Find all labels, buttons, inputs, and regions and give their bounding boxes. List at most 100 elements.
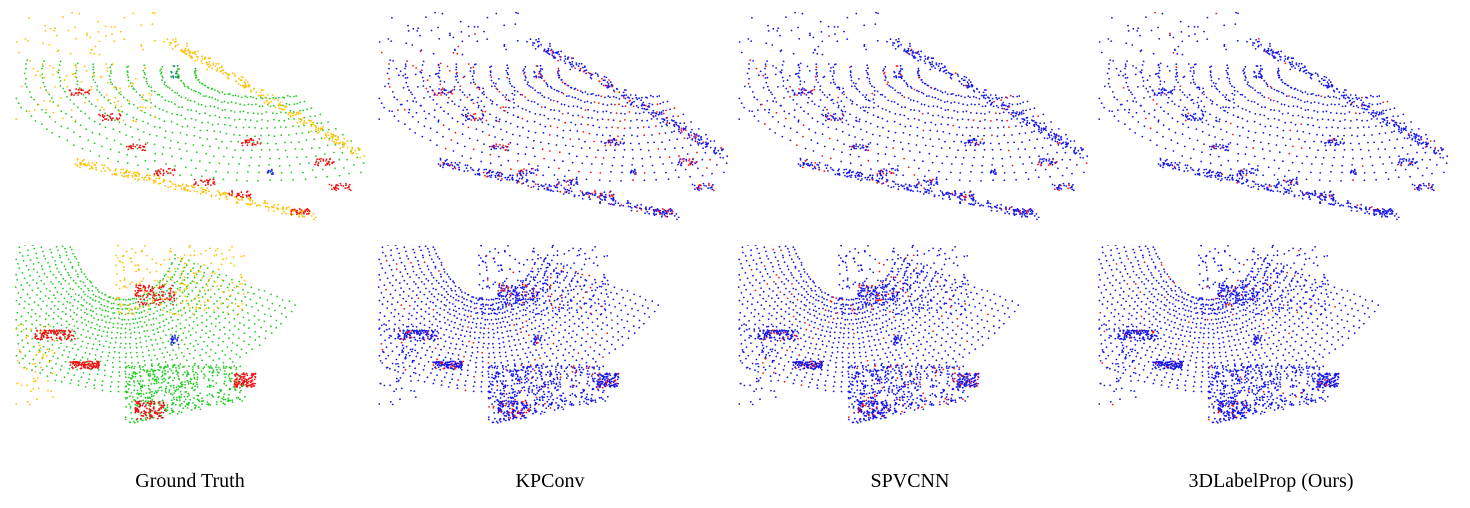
lidar-point <box>473 70 475 72</box>
lidar-point <box>912 55 915 58</box>
lidar-point <box>1378 95 1381 97</box>
lidar-point <box>653 171 656 174</box>
lidar-point <box>337 138 340 141</box>
lidar-point <box>1192 102 1195 105</box>
lidar-point <box>456 163 458 166</box>
lidar-point <box>295 132 298 135</box>
lidar-point <box>278 96 280 99</box>
lidar-point <box>570 180 573 183</box>
lidar-point <box>211 123 214 126</box>
lidar-point <box>691 138 693 141</box>
lidar-point <box>477 169 479 172</box>
lidar-point <box>866 111 869 114</box>
lidar-point <box>853 146 855 149</box>
lidar-point <box>320 137 323 139</box>
lidar-point <box>563 82 566 85</box>
lidar-point <box>348 188 351 191</box>
lidar-point <box>1080 146 1082 149</box>
lidar-point <box>831 75 834 78</box>
lidar-point <box>88 164 91 167</box>
lidar-point <box>549 85 552 88</box>
lidar-point <box>131 136 133 138</box>
lidar-point <box>161 153 164 156</box>
lidar-point <box>884 79 886 82</box>
lidar-point <box>143 76 146 79</box>
lidar-point <box>185 184 188 186</box>
lidar-point <box>1329 96 1331 99</box>
lidar-point <box>487 123 490 126</box>
lidar-point <box>288 164 291 167</box>
lidar-point <box>500 128 502 131</box>
lidar-point <box>930 183 932 186</box>
lidar-point <box>213 105 216 108</box>
lidar-point <box>246 180 248 182</box>
lidar-point <box>849 153 852 156</box>
lidar-point <box>838 172 841 175</box>
lidar-point <box>533 75 536 78</box>
lidar-point <box>1021 208 1024 210</box>
lidar-point <box>933 184 935 187</box>
lidar-point <box>1233 102 1235 104</box>
lidar-point <box>48 93 51 96</box>
lidar-point <box>1046 137 1049 140</box>
lidar-point <box>904 106 906 109</box>
lidar-point <box>1264 106 1266 109</box>
lidar-point <box>977 135 979 138</box>
lidar-point <box>102 167 105 170</box>
lidar-point <box>569 86 572 89</box>
lidar-point <box>183 83 186 86</box>
lidar-point <box>898 70 901 73</box>
lidar-point <box>90 85 93 88</box>
lidar-point <box>533 71 536 74</box>
lidar-point <box>144 176 147 179</box>
lidar-point <box>453 88 456 91</box>
lidar-point <box>917 67 920 70</box>
lidar-point <box>28 110 30 113</box>
lidar-point <box>133 103 135 106</box>
lidar-point <box>326 175 328 178</box>
lidar-point <box>343 167 345 169</box>
lidar-point <box>388 86 391 88</box>
lidar-point <box>172 39 175 41</box>
lidar-point <box>1065 141 1067 144</box>
lidar-point <box>679 122 682 125</box>
lidar-point <box>494 176 497 179</box>
lidar-point <box>780 69 783 72</box>
lidar-point <box>471 168 474 171</box>
lidar-point <box>229 93 231 95</box>
lidar-point <box>932 114 934 117</box>
lidar-point <box>343 144 345 146</box>
lidar-point <box>165 110 168 113</box>
lidar-point <box>1038 128 1040 131</box>
lidar-point <box>36 70 39 73</box>
lidar-point <box>58 135 61 138</box>
lidar-point <box>1355 104 1358 107</box>
lidar-point <box>884 75 887 77</box>
lidar-point <box>441 12 444 15</box>
lidar-point <box>477 96 480 99</box>
lidar-point <box>1005 96 1007 99</box>
lidar-point <box>822 76 825 79</box>
lidar-point <box>527 185 530 187</box>
lidar-point <box>815 79 818 81</box>
lidar-point <box>227 171 229 174</box>
lidar-point <box>177 74 179 76</box>
lidar-point <box>643 179 646 182</box>
lidar-point <box>181 183 184 186</box>
lidar-point <box>428 75 431 77</box>
lidar-point <box>899 113 902 116</box>
lidar-point <box>670 213 673 215</box>
lidar-point <box>812 51 815 54</box>
lidar-point <box>960 83 963 85</box>
lidar-point <box>953 140 955 143</box>
lidar-point <box>589 72 591 75</box>
lidar-point <box>559 190 562 193</box>
lidar-point <box>290 210 293 213</box>
lidar-point <box>142 131 145 133</box>
lidar-point <box>961 199 963 201</box>
lidar-point <box>981 164 983 167</box>
lidar-point <box>885 181 888 183</box>
lidar-point <box>330 184 333 187</box>
lidar-point <box>876 125 879 128</box>
lidar-point <box>271 112 274 115</box>
